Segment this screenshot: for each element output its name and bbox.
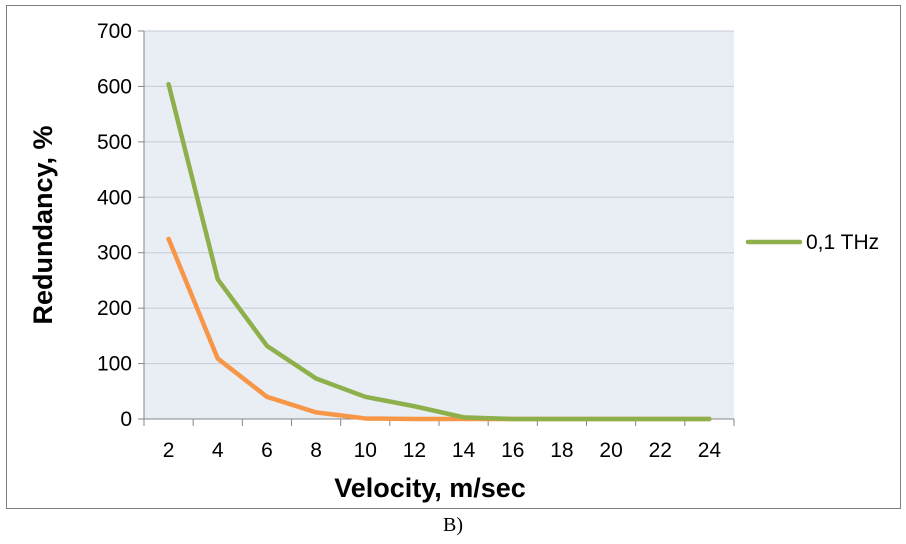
x-tick-label: 18: [550, 439, 573, 462]
y-tick-label: 500: [97, 131, 132, 154]
y-tick-label: 300: [97, 242, 132, 265]
x-tick-label: 8: [310, 439, 322, 462]
x-tick-label: 24: [698, 439, 722, 462]
x-tick-label: 2: [163, 439, 175, 462]
legend: 0,1 THz: [745, 231, 879, 254]
plot-area: [144, 31, 734, 419]
y-tick-labels: 0 100 200 300 400 500 600 700: [97, 20, 132, 431]
y-tick-label: 400: [97, 186, 132, 209]
y-tick-label: 0: [120, 408, 132, 431]
y-axis-title: Redundancy, %: [28, 125, 58, 324]
x-tick-label: 16: [501, 439, 524, 462]
x-tick-label: 10: [354, 439, 377, 462]
series-line-named: [166, 81, 712, 422]
y-tick-label: 700: [97, 20, 132, 43]
series-lines: [166, 81, 712, 422]
x-axis-title: Velocity, m/sec: [334, 473, 526, 503]
figure-caption: B): [443, 514, 463, 536]
x-tick-label: 20: [599, 439, 622, 462]
x-tick-labels: 2 4 6 8 10 12 14 16 18 20 22 24: [163, 439, 722, 462]
x-tick-label: 14: [452, 439, 476, 462]
y-tick-label: 100: [97, 353, 132, 376]
legend-label: 0,1 THz: [806, 231, 879, 254]
x-tick-label: 6: [261, 439, 273, 462]
grid-lines: [144, 30, 734, 365]
y-tick-label: 200: [97, 297, 132, 320]
x-tick-label: 4: [212, 439, 224, 462]
y-tick-label: 600: [97, 75, 132, 98]
x-tick-label: 12: [403, 439, 426, 462]
x-tick-label: 22: [649, 439, 672, 462]
